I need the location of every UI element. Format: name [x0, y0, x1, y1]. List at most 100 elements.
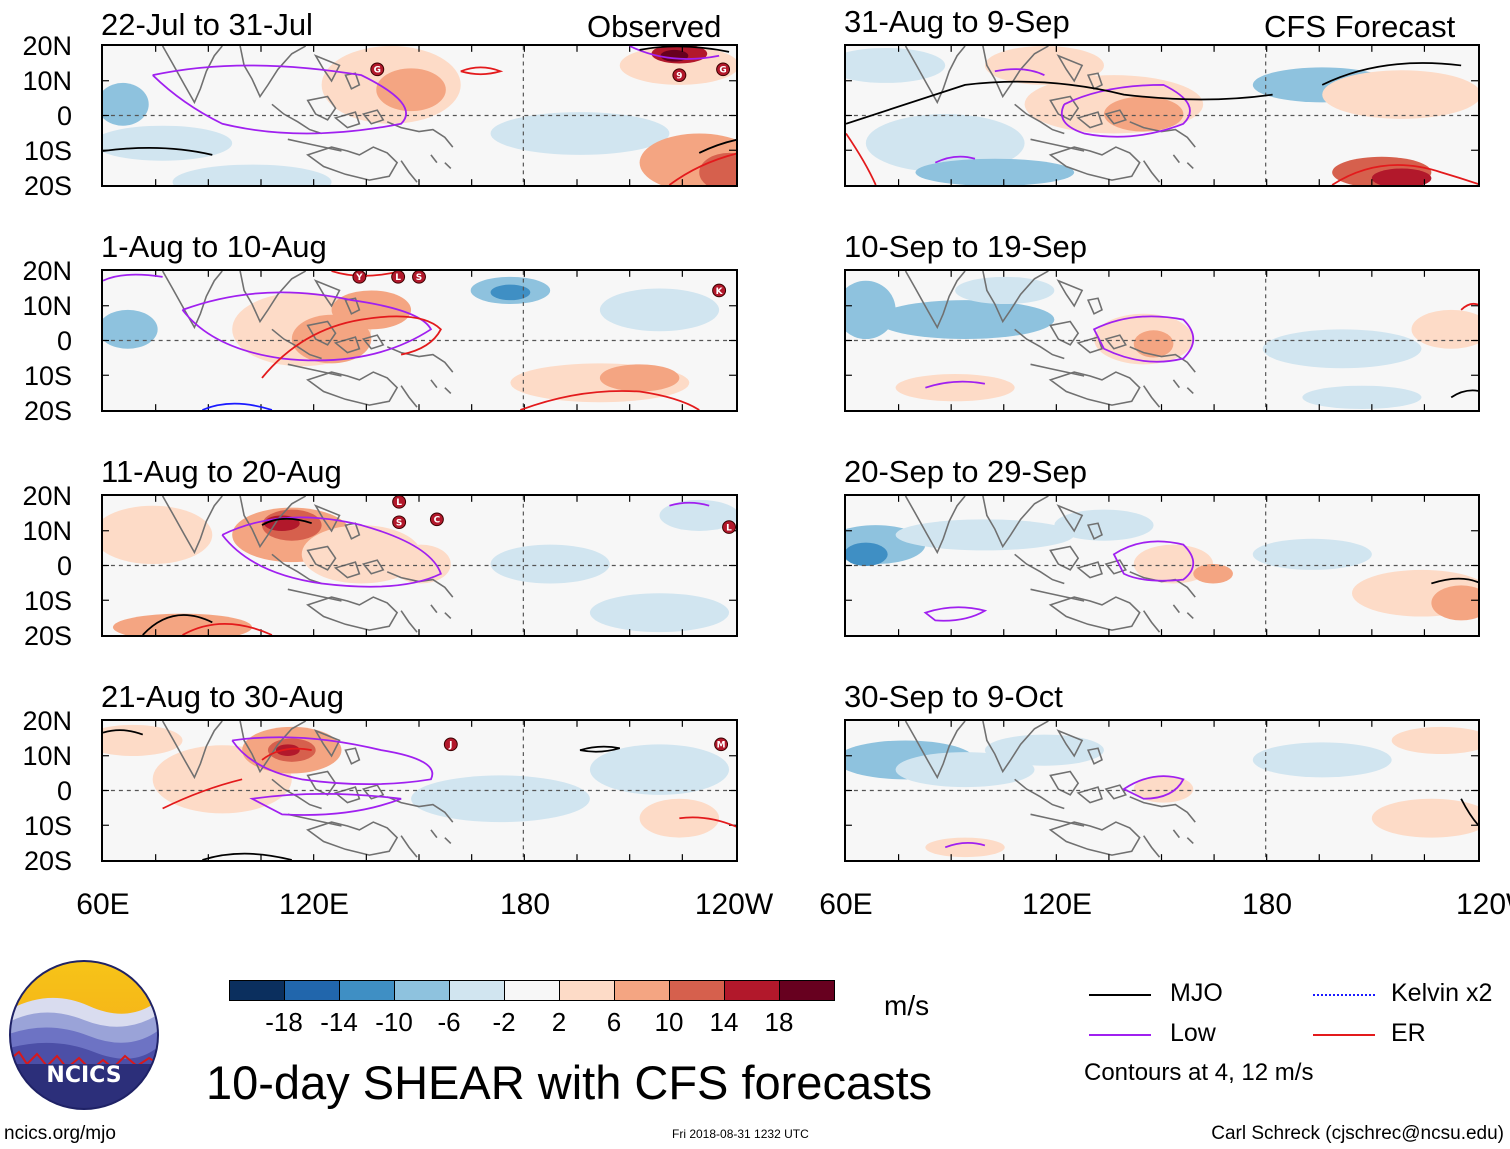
storm-marker-icon [429, 512, 444, 527]
legend-line-er [1313, 1034, 1375, 1036]
coastline [1030, 588, 1085, 602]
x-label: 120W [1456, 890, 1510, 920]
forecast-label: CFS Forecast [1264, 9, 1456, 44]
colorbar-box [339, 980, 395, 1001]
storm-marker-label: L [395, 273, 401, 283]
x-label: 180 [1241, 888, 1293, 921]
contours-note: Contours at 4, 12 m/s [1084, 1059, 1314, 1086]
coastline [1076, 786, 1103, 804]
low-contour [629, 46, 720, 60]
storm-marker-label: L [726, 524, 732, 534]
storm-marker-icon [370, 62, 385, 77]
coastline [444, 612, 452, 620]
mjo-contour [261, 517, 312, 526]
shear-anomaly [599, 364, 680, 392]
shear-anomaly [1302, 385, 1422, 410]
storm-marker-label: M [717, 741, 726, 751]
shear-field: L S C L [103, 496, 736, 635]
coastline [1186, 612, 1194, 620]
y-label: 20N [22, 256, 72, 286]
y-label: 20S [23, 621, 72, 651]
shear-anomaly [865, 114, 1025, 173]
coastline [1014, 553, 1065, 585]
coastline [1186, 162, 1194, 170]
coastline [982, 271, 1049, 324]
shear-anomaly [172, 164, 332, 185]
shear-anomaly [275, 744, 300, 756]
storm-marker-label: 9 [676, 72, 682, 82]
storm-marker-label: G [374, 66, 381, 76]
shear-anomaly [875, 300, 1055, 340]
storm-marker-icon [712, 283, 727, 298]
storm-marker: L [392, 496, 407, 509]
shear-anomaly [1371, 798, 1478, 838]
coastline [1049, 320, 1080, 346]
x-label: 120E [1021, 888, 1093, 921]
shear-anomaly [895, 374, 1015, 402]
y-label: 20S [23, 846, 72, 876]
coastline [386, 121, 454, 148]
storm-marker-icon [716, 62, 731, 77]
coastline [1104, 334, 1127, 350]
coastline [982, 496, 1049, 549]
coastline [1030, 363, 1085, 377]
coastline [287, 813, 342, 827]
coastline [1056, 54, 1084, 83]
kelvin-contour [202, 402, 273, 410]
shear-field [846, 496, 1478, 635]
coastline [1086, 747, 1103, 765]
colorbar-box [614, 980, 670, 1001]
mjo-contour [579, 745, 620, 753]
coastline [1048, 821, 1141, 856]
coastline [1056, 504, 1084, 533]
y-label: 10N [22, 741, 72, 771]
coastline [904, 271, 966, 330]
shear-field: G 9 G [103, 46, 736, 185]
er-contour [668, 152, 736, 185]
er-contour [261, 315, 442, 379]
low-contour [944, 842, 986, 849]
colorbar-units: m/s [884, 990, 930, 1021]
coastline [1186, 387, 1194, 395]
coastline [982, 46, 1049, 99]
storm-marker-label: S [416, 273, 422, 283]
coastline [1014, 778, 1065, 810]
storm-marker: C [429, 512, 444, 527]
shear-anomaly [955, 276, 1055, 305]
storm-marker: M [714, 737, 729, 752]
shear-anomaly [103, 505, 213, 565]
colorbar-box [449, 980, 505, 1001]
panel-title: 11-Aug to 20-Aug [101, 454, 342, 489]
coastline [1086, 72, 1103, 90]
low-contour [181, 291, 433, 362]
coastline [1049, 545, 1080, 571]
coastline [430, 604, 438, 614]
colorbar-box [229, 980, 285, 1001]
x-label: 120W [694, 888, 774, 921]
coastline [430, 379, 438, 389]
coastline [1048, 146, 1141, 181]
panel-title: 20-Sep to 29-Sep [844, 454, 1088, 489]
coastline [1129, 346, 1196, 373]
low-contour [669, 501, 710, 507]
shear-anomaly [490, 544, 610, 584]
colorbar-box [669, 980, 725, 1001]
panel-title: 10-Sep to 19-Sep [844, 229, 1088, 264]
coastline [1086, 297, 1103, 315]
storm-marker-label: L [396, 498, 402, 508]
storm-marker: Y [352, 271, 367, 284]
low-contour [1122, 775, 1185, 800]
coastline [161, 46, 223, 105]
coastline [1048, 596, 1141, 631]
shear-anomaly [490, 284, 531, 301]
colorbar-box [779, 980, 835, 1001]
coastline [271, 778, 322, 810]
coastline [1014, 328, 1065, 360]
x-label: 60E [819, 888, 873, 921]
x-label: 60E [76, 888, 130, 921]
colorbar-label: 14 [709, 1007, 739, 1037]
colorbar-label: -2 [492, 1007, 516, 1037]
legend-line-mjo [1089, 994, 1151, 996]
coastline [1142, 835, 1161, 858]
